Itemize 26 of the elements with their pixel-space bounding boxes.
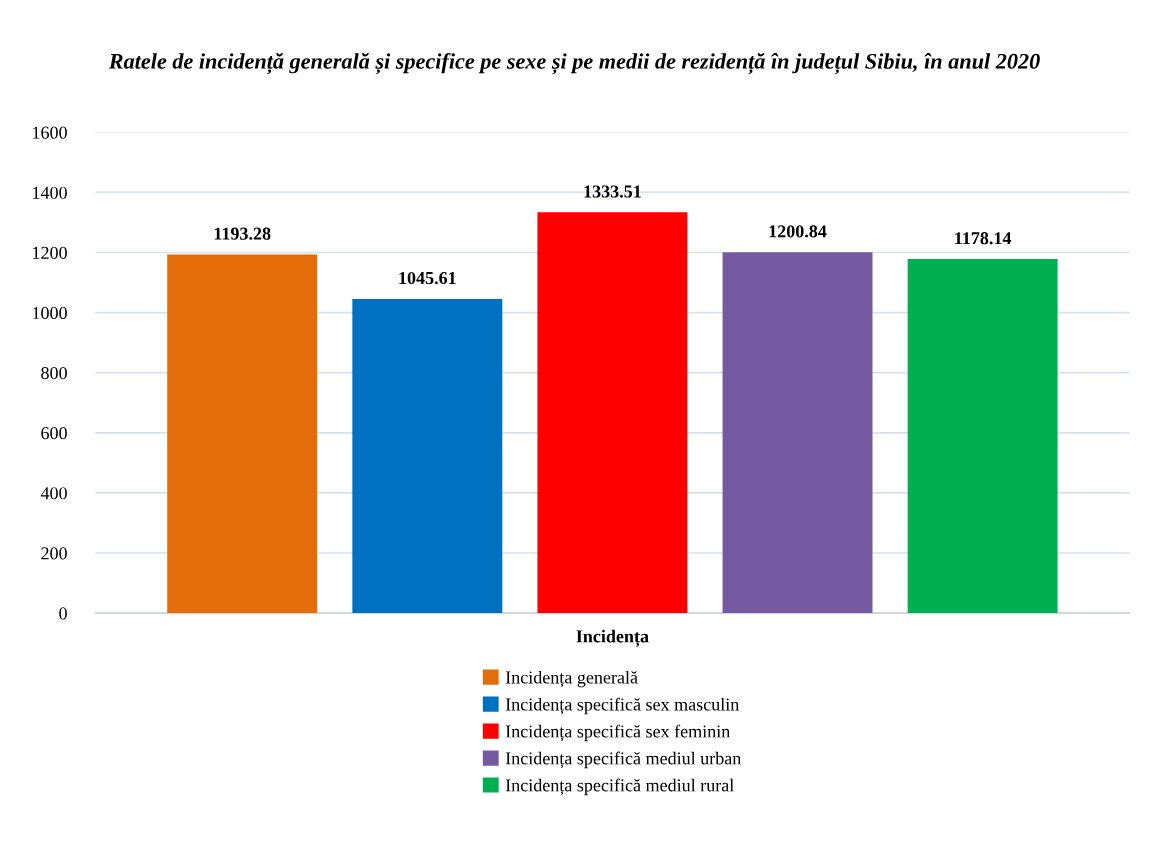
bar — [167, 254, 318, 614]
y-tick-label: 800 — [41, 366, 67, 380]
bar — [352, 298, 503, 614]
legend-label: Incidența specifică mediul urban — [505, 751, 742, 769]
x-tick-label: Incidența — [576, 629, 649, 647]
y-tick-label: 1000 — [33, 306, 67, 320]
chart-title: Ratele de incidență generală și specifice pe sexe și pe medii de rezidență în județul Sibiu, în anul 2020 — [108, 52, 1040, 75]
y-tick-label: 0 — [59, 607, 67, 620]
y-tick-label: 1200 — [33, 246, 67, 259]
y-tick-label: 1600 — [33, 126, 67, 139]
bar — [722, 252, 873, 614]
y-tick-label: 400 — [40, 487, 67, 500]
data-label: 1193.28 — [214, 227, 271, 240]
data-label: 1178.14 — [955, 232, 1012, 245]
bar — [907, 259, 1058, 614]
legend-label: Incidența specifică sex masculin — [505, 697, 740, 715]
y-tick-label: 600 — [41, 427, 67, 440]
legend-label: Incidența specifică mediul rural — [505, 778, 734, 796]
legend-label: Incidența specifică sex feminin — [505, 724, 731, 742]
data-label: 1045.61 — [399, 271, 456, 285]
y-tick-label: 200 — [41, 547, 67, 560]
bar — [537, 212, 688, 614]
y-tick-label: 1400 — [33, 186, 67, 199]
legend-label: Incidența generală — [505, 670, 638, 688]
data-label: 1333.51 — [584, 185, 641, 198]
data-label: 1200.84 — [769, 225, 827, 238]
